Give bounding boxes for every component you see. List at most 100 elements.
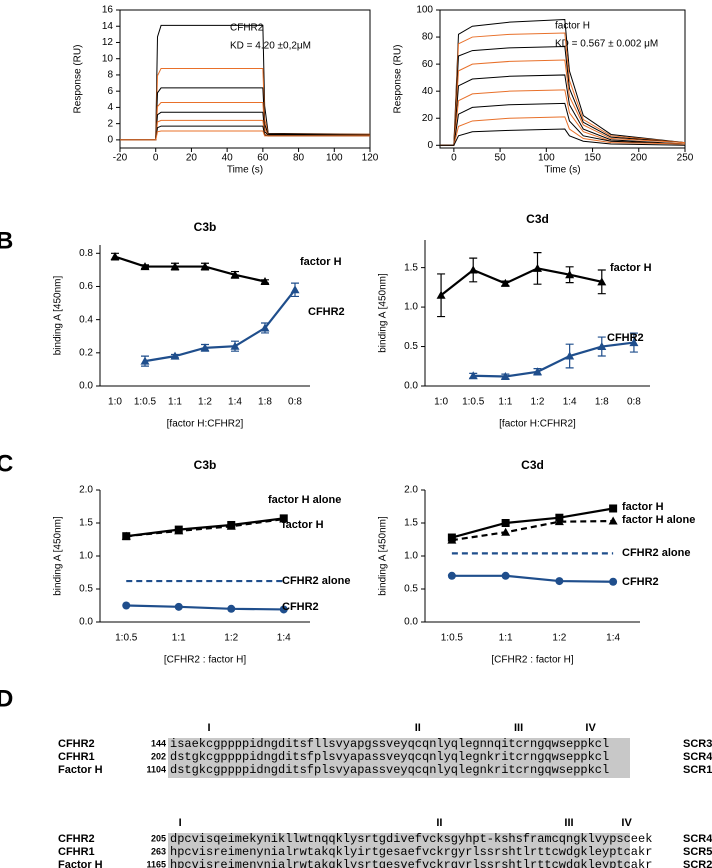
x-tick-label: 1:8 (258, 397, 272, 408)
marker (260, 276, 270, 285)
series-label: factor H alone (622, 514, 695, 526)
y-tick-label: 12 (102, 37, 114, 48)
x-tick-label: 200 (630, 153, 647, 164)
y-tick-label: 1.5 (404, 262, 418, 273)
y-tick-label: 0.2 (79, 347, 93, 358)
marker (122, 601, 131, 610)
row-start: 1104 (146, 764, 166, 774)
series-label: CFHR2 alone (282, 575, 350, 587)
series-line (114, 255, 266, 283)
row-start: 1165 (146, 859, 166, 868)
marker (110, 252, 120, 261)
marker (629, 338, 639, 347)
series-line (126, 517, 284, 538)
domain-numeral: IV (585, 722, 596, 734)
marker (170, 262, 180, 271)
domain-numeral: II (436, 817, 442, 829)
marker (533, 263, 542, 272)
row-name: CFHR1 (58, 846, 95, 858)
series-line (440, 74, 686, 146)
y-tick-label: 1.0 (404, 551, 418, 562)
y-tick-label: 1.0 (79, 551, 93, 562)
series-label: factor H alone (268, 494, 341, 506)
domain-numeral: I (179, 817, 182, 829)
marker (200, 262, 210, 271)
y-axis-label: binding A [450nm] (53, 516, 64, 596)
series-label: CFHR2 alone (622, 547, 690, 559)
marker (468, 265, 478, 274)
marker (140, 262, 150, 271)
sequence: dpcvisqeimekynikllwtnqqklysrtgdivefvcksg… (170, 832, 652, 846)
y-tick-label: 20 (422, 113, 434, 124)
marker (501, 527, 511, 536)
panel-label: D (0, 685, 13, 712)
panel-label: C (0, 450, 13, 477)
marker (174, 602, 183, 611)
y-tick-label: 0.5 (404, 584, 418, 595)
marker (122, 532, 131, 541)
y-tick-label: 14 (102, 21, 114, 32)
y-tick-label: 10 (102, 53, 114, 64)
series-label: factor H (282, 519, 324, 531)
marker (170, 351, 180, 360)
chart-title: C3d (526, 212, 549, 226)
marker (501, 519, 510, 527)
y-tick-label: 4 (107, 102, 113, 113)
x-tick-label: 1:0.5 (115, 633, 138, 644)
marker (200, 343, 210, 352)
x-tick-label: 1:1 (168, 397, 182, 408)
series-line (126, 604, 284, 611)
marker (468, 371, 478, 380)
y-tick-label: 6 (107, 86, 113, 97)
row-start: 205 (151, 833, 166, 843)
y-tick-label: 0.0 (79, 381, 93, 392)
sequence: dstgkcgppppidngditsfplsvyapassveyqcqnlyq… (170, 750, 609, 764)
domain-numeral: III (514, 722, 523, 734)
marker (230, 341, 240, 350)
row-name: Factor H (58, 859, 103, 868)
y-tick-label: 2.0 (404, 485, 418, 496)
x-tick-label: 1:1 (498, 397, 512, 408)
y-tick-label: 1.5 (79, 518, 93, 529)
x-tick-label: 1:1 (172, 633, 186, 644)
series-label: factor H (622, 501, 664, 513)
x-tick-label: 80 (293, 153, 305, 164)
x-tick-label: 1:4 (277, 633, 291, 644)
x-tick-label: 120 (362, 153, 379, 164)
x-tick-label: 60 (257, 153, 269, 164)
x-tick-label: 150 (584, 153, 601, 164)
domain-numeral: I (207, 722, 210, 734)
series-label: CFHR2 (308, 306, 345, 318)
y-tick-label: 0.0 (404, 617, 418, 628)
series-label: CFHR2 (282, 601, 319, 613)
x-tick-label: 100 (538, 153, 555, 164)
series-label: factor H (300, 256, 342, 268)
series-line (440, 267, 603, 297)
x-axis-label: [CFHR2 : factor H] (491, 655, 573, 666)
row-start: 144 (151, 738, 166, 748)
series-label: CFHR2 (622, 576, 659, 588)
sequence: hpcvisreimenynialrwtakqklysrtgesvefvckrg… (170, 858, 652, 868)
x-tick-label: 0:8 (288, 397, 302, 408)
domain-numeral: IV (621, 817, 632, 829)
marker (500, 278, 510, 287)
domain-name: SCR1 (683, 764, 712, 776)
x-tick-label: 1:2 (552, 633, 566, 644)
marker (533, 367, 542, 376)
domain-name: SCR4 (683, 833, 712, 845)
x-tick-label: 0 (153, 153, 159, 164)
marker (227, 604, 236, 613)
marker (447, 535, 457, 544)
marker (290, 285, 300, 294)
chart-title: C3b (194, 220, 217, 234)
marker (500, 372, 510, 381)
sequence: hpcvisreimenynialrwtakqklyirtgesaefvckrg… (170, 845, 652, 859)
series-line (473, 341, 635, 378)
y-tick-label: 0.4 (79, 314, 93, 325)
y-tick-label: 2 (107, 118, 113, 129)
series-line (440, 128, 686, 146)
series-line (451, 507, 614, 539)
marker (227, 520, 236, 529)
x-axis-label: Time (s) (227, 165, 263, 176)
row-name: CFHR2 (58, 833, 95, 845)
